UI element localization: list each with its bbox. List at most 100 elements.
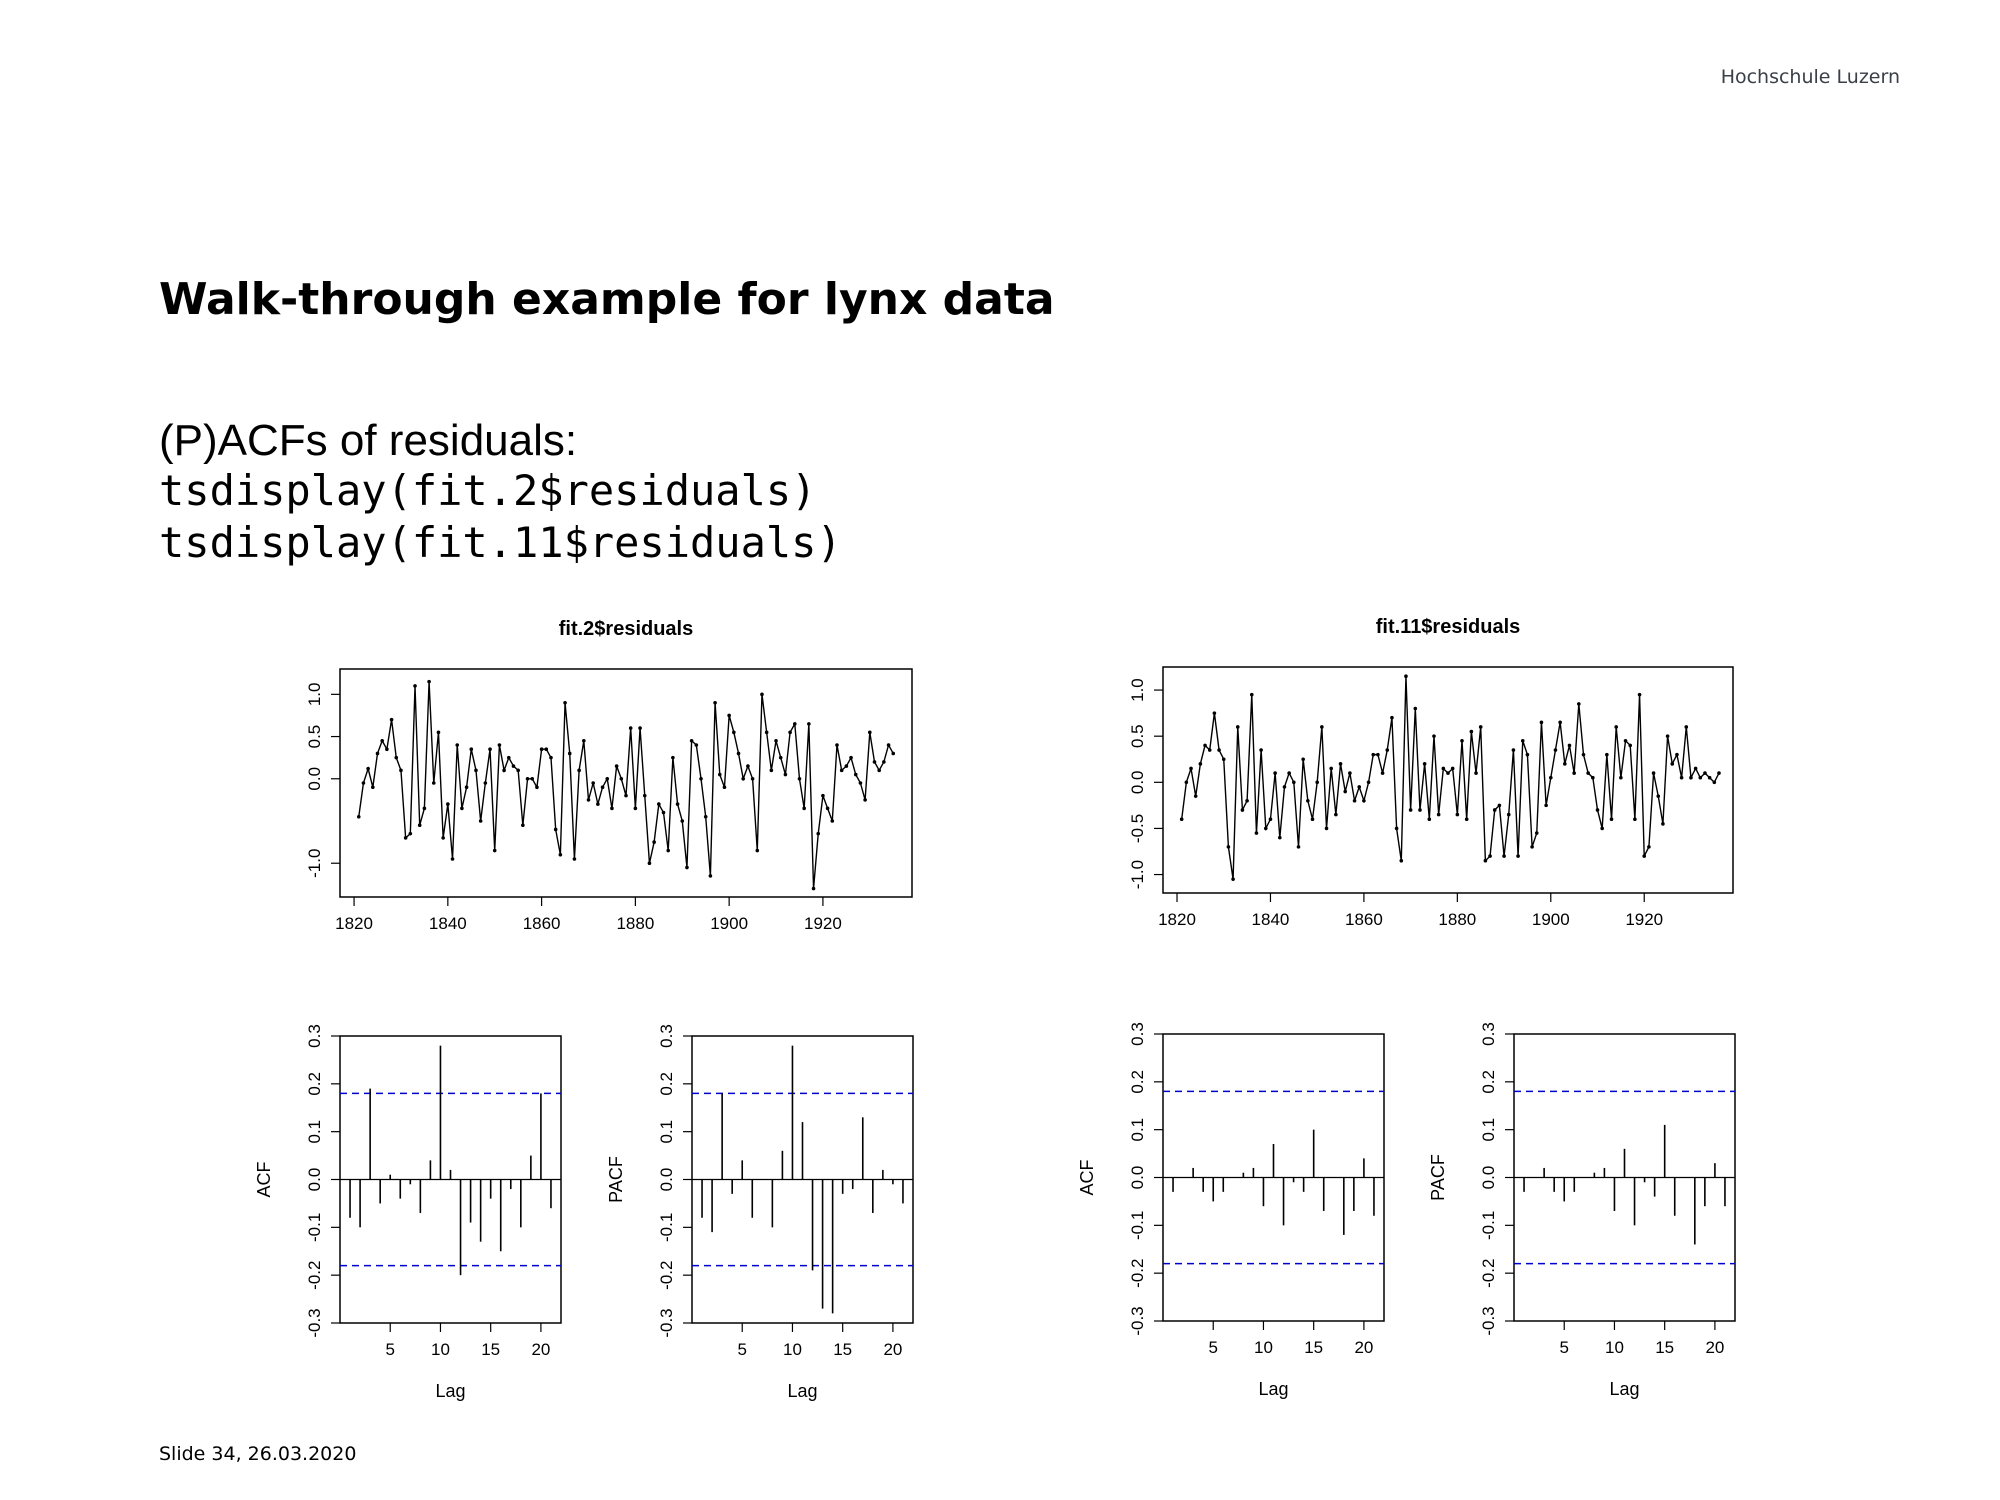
data-point	[1483, 858, 1488, 863]
y-tick-label: 1.0	[1128, 678, 1147, 702]
x-tick-label: 10	[431, 1340, 450, 1359]
data-point	[1614, 725, 1618, 729]
x-tick-label: 5	[1208, 1338, 1217, 1357]
slide-subtitle: (P)ACFs of residuals:	[159, 416, 578, 465]
data-point	[1221, 757, 1226, 762]
data-point	[1380, 771, 1385, 775]
data-point	[1464, 817, 1469, 822]
x-tick-label: 1820	[335, 914, 373, 933]
x-tick-label: 20	[1705, 1338, 1724, 1357]
data-point	[680, 819, 685, 823]
data-point	[661, 810, 666, 815]
data-point	[492, 848, 497, 853]
data-point	[1268, 817, 1273, 822]
data-point	[413, 684, 417, 688]
data-point	[1235, 725, 1240, 729]
data-point	[1469, 729, 1474, 734]
data-point	[1633, 817, 1637, 822]
data-point	[1394, 826, 1399, 831]
y-tick-label: 0.0	[305, 767, 324, 791]
data-point	[1422, 762, 1427, 766]
x-tick-label: 20	[1354, 1338, 1373, 1357]
data-point	[460, 806, 464, 811]
data-point	[455, 743, 460, 747]
data-point	[610, 806, 614, 811]
data-point	[1581, 752, 1586, 757]
x-tick-label: 15	[481, 1340, 500, 1359]
data-point	[642, 793, 647, 798]
y-tick-label: -0.3	[305, 1308, 324, 1337]
data-point	[1553, 748, 1558, 752]
data-point	[1287, 771, 1291, 775]
data-point	[506, 755, 511, 760]
data-point	[1436, 812, 1441, 817]
y-tick-label: 0.1	[1479, 1118, 1498, 1142]
data-point	[1544, 803, 1548, 808]
data-point	[811, 886, 816, 891]
data-point	[746, 764, 750, 768]
data-point	[868, 730, 872, 735]
data-point	[1212, 711, 1217, 715]
data-point	[1656, 794, 1661, 798]
data-point	[689, 738, 694, 743]
data-point	[1558, 720, 1562, 725]
data-point	[1273, 771, 1277, 775]
data-point	[1432, 734, 1436, 738]
data-point	[1670, 762, 1675, 766]
data-point	[366, 766, 370, 771]
data-point	[1310, 817, 1315, 822]
x-tick-label: 10	[783, 1340, 802, 1359]
y-tick-label: 0.3	[657, 1024, 676, 1048]
data-point	[1362, 798, 1366, 803]
data-point	[1717, 771, 1721, 775]
data-point	[1371, 752, 1376, 757]
y-axis-label: ACF	[254, 1161, 274, 1197]
data-point	[1231, 877, 1235, 881]
data-point	[1693, 766, 1698, 771]
data-point	[1698, 775, 1703, 780]
data-point	[1301, 757, 1305, 762]
data-point	[1385, 748, 1390, 752]
data-point	[577, 768, 581, 773]
data-point	[553, 827, 558, 832]
data-point	[394, 755, 399, 760]
data-point	[1492, 808, 1497, 812]
data-point	[614, 764, 619, 768]
y-tick-label: 0.0	[1128, 770, 1147, 794]
x-tick-label: 15	[1304, 1338, 1323, 1357]
y-tick-label: -0.1	[305, 1213, 324, 1242]
data-point	[1539, 720, 1544, 725]
x-tick-label: 5	[1559, 1338, 1568, 1357]
data-point	[544, 747, 549, 752]
data-point	[1591, 775, 1595, 780]
data-point	[586, 798, 591, 802]
data-point	[853, 772, 858, 777]
data-point	[464, 785, 469, 790]
x-tick-label: 20	[531, 1340, 550, 1359]
data-point	[1651, 771, 1656, 775]
data-point	[647, 861, 652, 866]
data-point	[858, 781, 863, 785]
data-point	[1488, 854, 1492, 858]
x-tick-label: 10	[1605, 1338, 1624, 1357]
data-point	[1684, 725, 1689, 729]
data-point	[849, 755, 853, 760]
y-axis-label: ACF	[1077, 1159, 1097, 1195]
data-point	[872, 760, 877, 764]
data-point	[1516, 854, 1520, 858]
data-point	[1497, 803, 1502, 808]
data-point	[1282, 785, 1287, 789]
data-point	[525, 776, 530, 781]
data-point	[830, 819, 835, 823]
data-point	[839, 768, 844, 773]
data-point	[1352, 798, 1357, 803]
data-point	[1703, 771, 1707, 775]
data-point	[1292, 780, 1296, 785]
data-point	[530, 776, 535, 781]
data-point	[1446, 771, 1450, 775]
y-tick-label: 0.2	[305, 1072, 324, 1096]
data-point	[1637, 692, 1642, 697]
y-tick-label: 0.2	[1128, 1070, 1147, 1094]
data-point	[685, 865, 689, 870]
